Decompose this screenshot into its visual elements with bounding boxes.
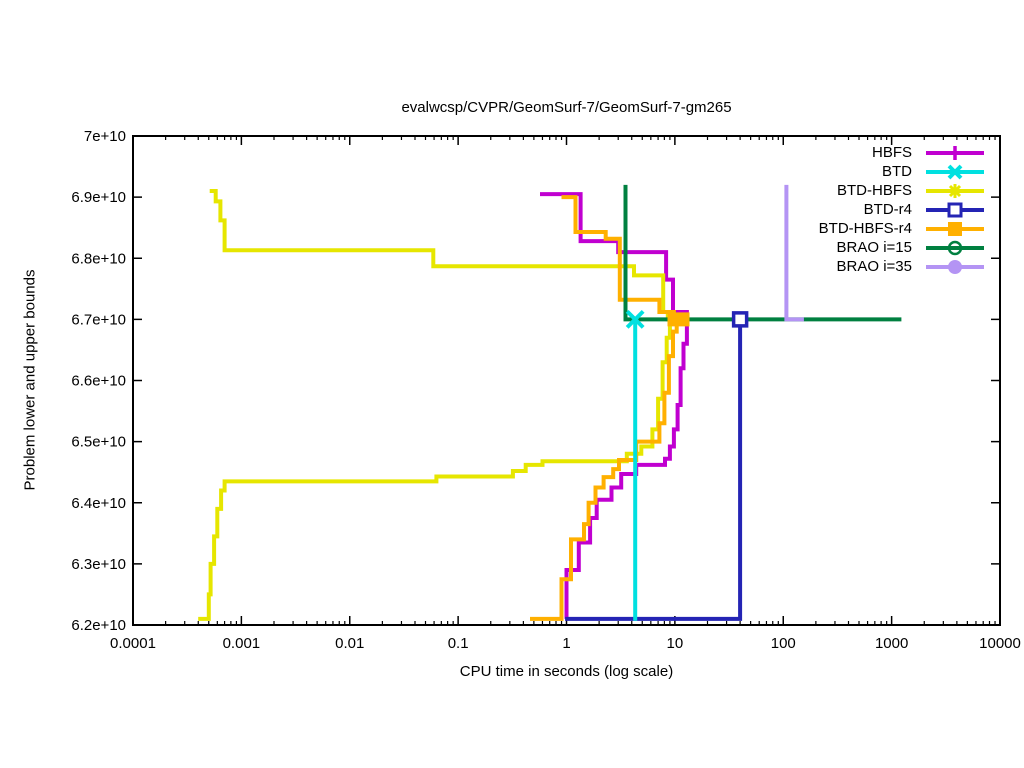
y-tick-label: 6.2e+10 <box>71 617 126 634</box>
marker-cross <box>625 309 645 329</box>
legend-label: BTD-r4 <box>863 201 912 218</box>
legend-sample-plus-icon <box>926 145 984 160</box>
y-tick-label: 6.6e+10 <box>71 373 126 390</box>
y-tick-label: 6.5e+10 <box>71 434 126 451</box>
series-line-brao-i-35 <box>784 184 804 322</box>
legend-item-btd-hbfs: BTD-HBFS <box>819 181 988 200</box>
marker-square-open <box>731 311 749 328</box>
x-tick-label: 0.01 <box>335 635 364 652</box>
y-tick-label: 6.3e+10 <box>71 556 126 573</box>
legend-item-btd-hbfs-r4: BTD-HBFS-r4 <box>819 219 988 238</box>
legend-item-btd: BTD <box>819 162 988 181</box>
legend-label: BRAO i=15 <box>836 239 912 256</box>
series-line-brao-i-15 <box>623 184 902 322</box>
marker-square-filled <box>667 312 690 327</box>
x-tick-label: 0.1 <box>448 635 469 652</box>
legend-sample-square-open-icon <box>926 202 984 217</box>
legend-sample-circle-filled-icon <box>926 259 984 274</box>
legend-sample-cross-icon <box>926 164 984 179</box>
legend-sample-star-icon <box>926 183 984 198</box>
legend-label: BRAO i=35 <box>836 258 912 275</box>
y-tick-label: 6.4e+10 <box>71 495 126 512</box>
legend-sample-circle-dash-icon <box>926 240 984 255</box>
legend-label: BTD-HBFS-r4 <box>818 220 912 237</box>
x-axis-label: CPU time in seconds (log scale) <box>459 663 674 680</box>
x-tick-label: 100 <box>771 635 796 652</box>
legend-item-brao-i-15: BRAO i=15 <box>819 238 988 257</box>
x-tick-label: 1 <box>562 635 570 652</box>
x-tick-label: 10000 <box>979 635 1021 652</box>
legend-label: HBFS <box>871 144 912 161</box>
x-tick-label: 0.001 <box>223 635 261 652</box>
legend-sample-square-filled-icon <box>926 221 984 236</box>
series-line-btd-hbfs-r4 <box>530 317 679 621</box>
series-line-hbfs <box>540 192 689 322</box>
series-line-btd-hbfs <box>198 317 673 621</box>
legend-item-hbfs: HBFS <box>819 143 988 162</box>
legend-item-brao-i-35: BRAO i=35 <box>819 257 988 276</box>
x-tick-label: 0.0001 <box>110 635 156 652</box>
series-line-btd-r4 <box>565 319 743 621</box>
series-line-btd-hbfs <box>209 189 673 322</box>
legend: HBFS BTD BTD-HBFS BTD-r4 BTD-HBFS-r4 BRAO i=1… <box>819 143 988 276</box>
legend-item-btd-r4: BTD-r4 <box>819 200 988 219</box>
legend-label: BTD-HBFS <box>837 182 912 199</box>
x-tick-label: 1000 <box>875 635 908 652</box>
y-tick-label: 6.9e+10 <box>71 189 126 206</box>
x-tick-label: 10 <box>667 635 684 652</box>
chart-title: evalwcsp/CVPR/GeomSurf-7/GeomSurf-7-gm26… <box>401 99 732 116</box>
y-tick-label: 6.8e+10 <box>71 250 126 267</box>
legend-label: BTD <box>882 163 912 180</box>
y-tick-label: 6.7e+10 <box>71 311 126 328</box>
y-axis-label: Problem lower and upper bounds <box>21 269 39 491</box>
series-line-hbfs <box>564 317 689 619</box>
y-tick-label: 7e+10 <box>84 128 126 145</box>
